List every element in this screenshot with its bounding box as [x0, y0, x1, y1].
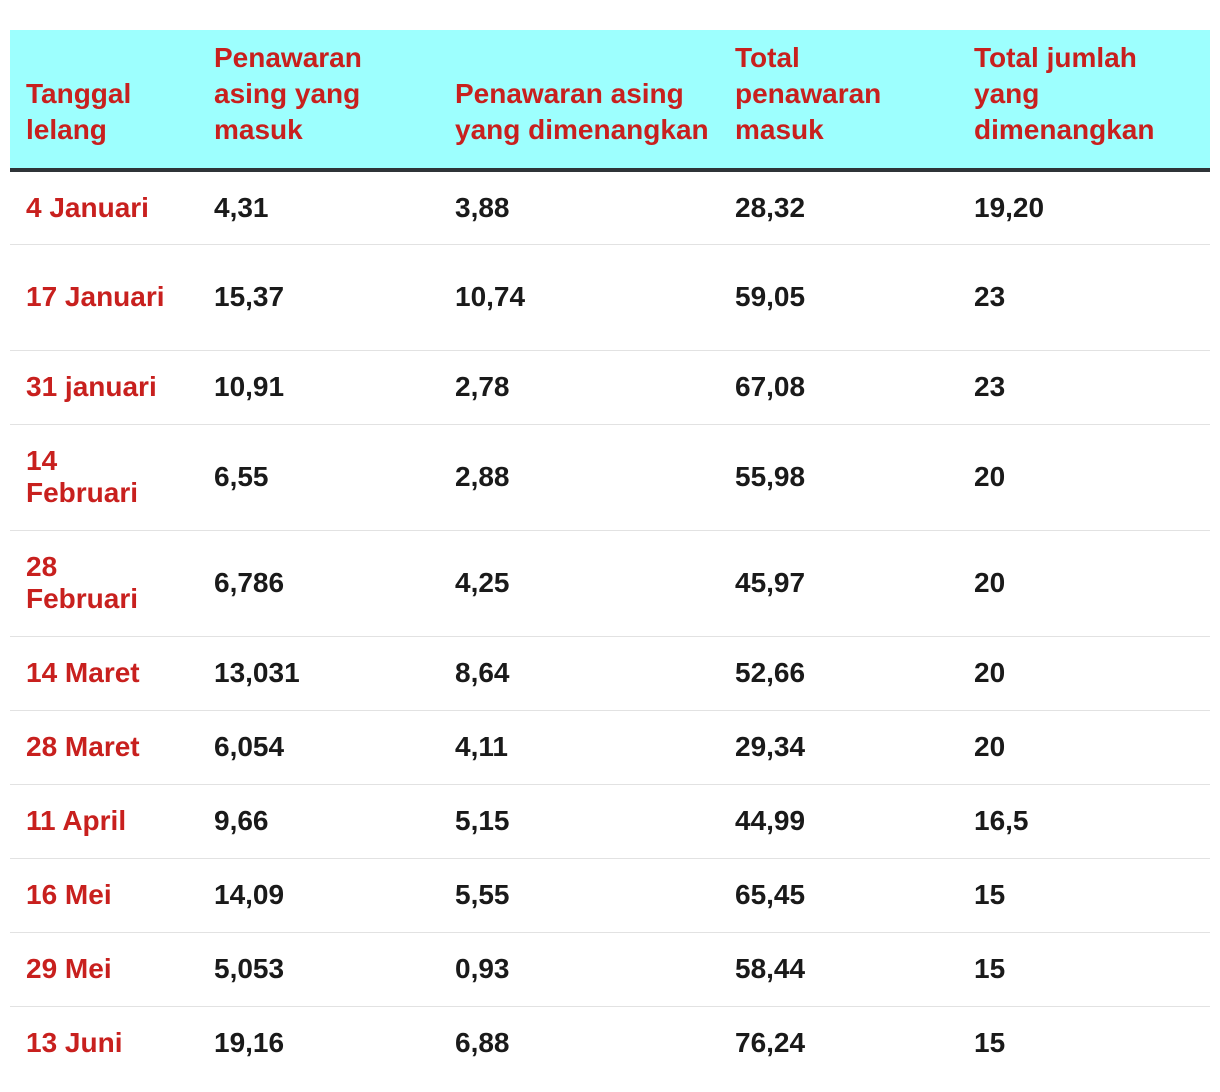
cell-total-bids: 28,32	[725, 170, 964, 245]
table-row: 17 Januari 15,37 10,74 59,05 23	[10, 244, 1210, 351]
cell-date: 17 Januari	[10, 244, 204, 351]
cell-total-bids: 29,34	[725, 710, 964, 785]
header-total-penawaran-masuk: Total penawaran masuk	[725, 30, 964, 172]
cell-date: 28 Februari	[10, 530, 204, 637]
header-total-jumlah-dimenangkan: Total jumlah yang dimenangkan	[964, 30, 1210, 172]
cell-total-won: 23	[964, 350, 1210, 425]
cell-total-won: 15	[974, 1027, 1006, 1059]
cell-foreign-won: 2,88	[445, 424, 725, 531]
cell-date: 11 April	[10, 784, 204, 859]
table-row: 16 Mei 14,09 5,55 65,45 15	[10, 858, 1210, 933]
table-row: 13 Juni 19,16 6,88 76,24 15	[10, 1006, 1210, 1080]
header-penawaran-asing-dimenangkan: Penawaran asing yang dimenangkan	[445, 30, 725, 172]
cell-foreign-bids: 15,37	[204, 244, 445, 351]
cell-foreign-bids: 19,16	[214, 1027, 285, 1059]
cell-foreign-won: 5,15	[445, 784, 725, 859]
table-row: 14 Maret 13,031 8,64 52,66 20	[10, 636, 1210, 711]
cell-total-bids: 67,08	[725, 350, 964, 425]
table-row: 4 Januari 4,31 3,88 28,32 19,20	[10, 170, 1210, 245]
cell-foreign-won: 4,25	[445, 530, 725, 637]
cell-date: 31 januari	[10, 350, 204, 425]
cell-foreign-bids: 6,054	[204, 710, 445, 785]
table-row: 28 Februari 6,786 4,25 45,97 20	[10, 530, 1210, 637]
cell-total-won: 20	[964, 530, 1210, 637]
table-row: 14 Februari 6,55 2,88 55,98 20	[10, 424, 1210, 531]
cell-date: 4 Januari	[10, 170, 204, 245]
header-tanggal-lelang: Tanggal lelang	[10, 30, 204, 172]
cell-foreign-won: 3,88	[445, 170, 725, 245]
table-row: 11 April 9,66 5,15 44,99 16,5	[10, 784, 1210, 859]
cell-foreign-won: 8,64	[445, 636, 725, 711]
cell-foreign-won: 6,88	[455, 1027, 510, 1059]
cell-foreign-bids: 13,031	[204, 636, 445, 711]
cell-foreign-bids: 5,053	[204, 932, 445, 1007]
cell-foreign-won: 0,93	[445, 932, 725, 1007]
cell-date: 29 Mei	[10, 932, 204, 1007]
cell-foreign-won: 2,78	[445, 350, 725, 425]
cell-total-won: 16,5	[964, 784, 1210, 859]
table-row: 31 januari 10,91 2,78 67,08 23	[10, 350, 1210, 425]
cell-total-bids: 45,97	[725, 530, 964, 637]
cell-foreign-won: 5,55	[445, 858, 725, 933]
cell-total-won: 23	[964, 244, 1210, 351]
table-row: 28 Maret 6,054 4,11 29,34 20	[10, 710, 1210, 785]
cell-foreign-won: 10,74	[445, 244, 725, 351]
cell-total-won: 19,20	[964, 170, 1210, 245]
cell-total-won: 20	[964, 710, 1210, 785]
cell-foreign-bids: 6,786	[204, 530, 445, 637]
cell-total-bids: 65,45	[725, 858, 964, 933]
cell-foreign-bids: 9,66	[204, 784, 445, 859]
cell-total-bids: 76,24	[735, 1027, 806, 1059]
header-row: Tanggal lelang Penawaran asing yang masu…	[10, 30, 1210, 172]
auction-results-table: Tanggal lelang Penawaran asing yang masu…	[10, 30, 1210, 1080]
cell-total-won: 15	[964, 932, 1210, 1007]
cell-foreign-bids: 4,31	[204, 170, 445, 245]
cell-foreign-bids: 10,91	[204, 350, 445, 425]
table-row: 29 Mei 5,053 0,93 58,44 15	[10, 932, 1210, 1007]
cell-date: 28 Maret	[10, 710, 204, 785]
table-header: Tanggal lelang Penawaran asing yang masu…	[10, 30, 1210, 172]
table-body: 4 Januari 4,31 3,88 28,32 19,20 17 Janua…	[10, 170, 1210, 1080]
cell-total-won: 15	[964, 858, 1210, 933]
cell-total-bids: 59,05	[725, 244, 964, 351]
cell-date: 14 Maret	[10, 636, 204, 711]
cell-date: 16 Mei	[10, 858, 204, 933]
header-penawaran-asing-masuk: Penawaran asing yang masuk	[204, 30, 445, 172]
auction-table-container: Tanggal lelang Penawaran asing yang masu…	[10, 30, 1210, 1080]
cell-total-won: 20	[964, 424, 1210, 531]
cell-total-won: 20	[964, 636, 1210, 711]
cell-total-bids: 58,44	[725, 932, 964, 1007]
cell-foreign-bids: 14,09	[204, 858, 445, 933]
cell-total-bids: 44,99	[725, 784, 964, 859]
cell-foreign-won: 4,11	[445, 710, 725, 785]
cell-total-bids: 52,66	[725, 636, 964, 711]
cell-foreign-bids: 6,55	[204, 424, 445, 531]
cell-date: 14 Februari	[10, 424, 204, 531]
cell-total-bids: 55,98	[725, 424, 964, 531]
cell-date: 13 Juni	[26, 1027, 123, 1059]
